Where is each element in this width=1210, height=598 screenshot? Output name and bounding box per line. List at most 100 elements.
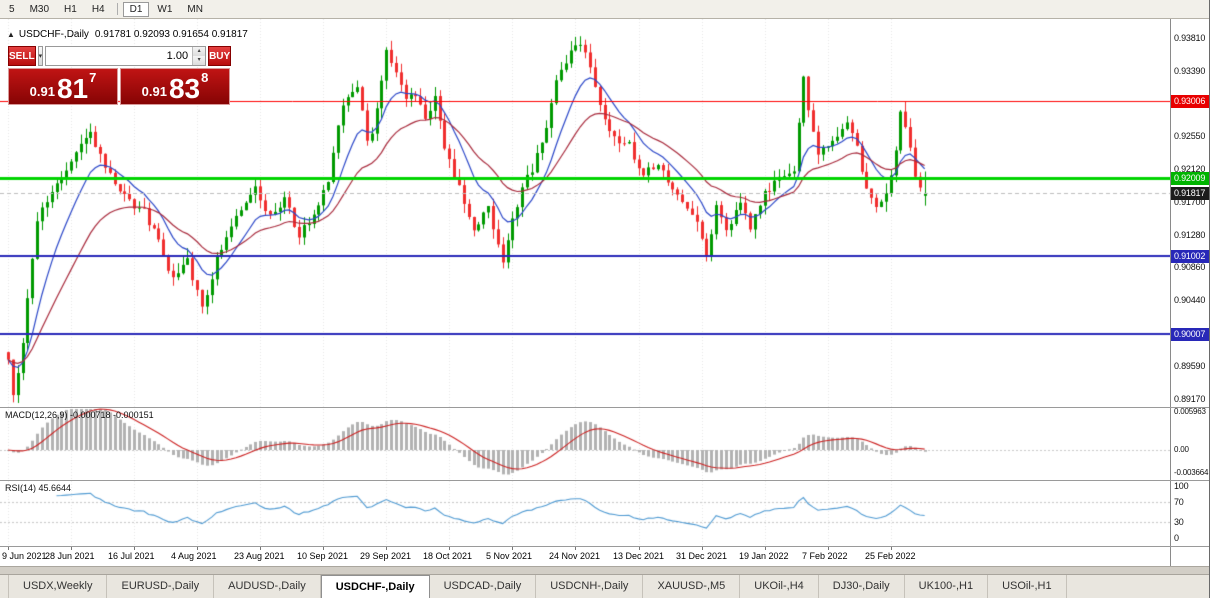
sell-button[interactable]: SELL [8,46,36,66]
axis-label: 0 [1174,533,1179,543]
horizontal-scrollbar[interactable] [0,566,1209,574]
chart-tab[interactable]: USDCAD-,Daily [430,575,537,598]
date-tick [197,546,198,550]
axis-label: 0.00 [1174,445,1189,454]
date-tick [323,546,324,550]
chart-symbol-label: USDCHF-,Daily [18,29,89,40]
axis-label: 0.89170 [1174,393,1206,404]
date-label: 4 Aug 2021 [171,551,217,561]
axis-label: 0.93390 [1174,65,1206,76]
axis-label: 0.91280 [1174,229,1206,240]
date-tick [449,546,450,550]
date-tick [134,546,135,550]
collapse-arrow-icon[interactable]: ▲ [7,30,15,39]
timeframe-button-mn[interactable]: MN [180,2,210,17]
axis-label: 100 [1174,481,1189,491]
buy-price-pip: 8 [201,70,209,85]
axis-label: 0.91700 [1174,197,1206,208]
date-tick [512,546,513,550]
volume-increment-button[interactable]: ▴ [193,47,206,56]
toolbar-separator [116,3,118,15]
volume-decrement-button[interactable]: ▾ [193,56,206,65]
price-quote-row: 0.91 81 7 0.91 83 8 [8,68,230,105]
volume-field-wrap: ▴ ▾ [45,46,207,66]
date-label: 10 Sep 2021 [297,551,349,561]
axis-label: 0.90440 [1174,295,1206,306]
chart-tab[interactable]: USOil-,H1 [988,575,1067,598]
chevron-down-icon: ▾ [38,53,43,60]
timeframe-toolbar: 5 M30 H1 H4 D1 W1 MN [0,0,1209,19]
price-level-tag: 0.91817 [1171,186,1209,200]
chart-tab[interactable]: DJ30-,Daily [819,575,905,598]
date-axis[interactable]: 9 Jun 2021 28 Jun 2021 16 Jul 2021 4 Aug 20… [0,546,1170,566]
chart-tab[interactable]: USDCHF-,Daily [320,575,430,598]
chart-window: ▲ USDCHF-,Daily 0.91781 0.92093 0.91654 0.… [0,19,1209,566]
date-tick [702,546,703,550]
date-tick [386,546,387,550]
volume-input[interactable] [46,47,193,65]
date-label: 23 Aug 2021 [234,551,285,561]
chart-title: ▲ USDCHF-,Daily 0.91781 0.92093 0.91654 0.… [7,29,248,40]
date-tick [8,546,9,550]
one-click-trading-panel: SELL ▾ ▴ ▾ BUY 0.91 81 7 0.9 [8,46,232,105]
timeframe-button-w1[interactable]: W1 [150,2,179,17]
date-label: 28 Jun 2021 [45,551,95,561]
date-tick [575,546,576,550]
date-label: 31 Dec 2021 [676,551,728,561]
chart-tab[interactable]: XAUUSD-,M5 [643,575,741,598]
date-label: 19 Jan 2022 [739,551,789,561]
timeframe-button-h1[interactable]: H1 [57,2,84,17]
price-level-tag: 0.90007 [1171,327,1209,341]
volume-spinner: ▴ ▾ [192,47,206,65]
sell-price-pip: 7 [89,70,97,85]
sell-price-prefix: 0.91 [29,84,55,99]
axis-label: 0.90860 [1174,262,1206,273]
panel-separator[interactable] [0,480,1209,481]
axis-label: 0.93810 [1174,32,1206,43]
chart-tab[interactable]: AUDUSD-,Daily [214,575,321,598]
rsi-indicator-label: RSI(14) 45.6644 [5,483,72,493]
axis-label: 0.89590 [1174,361,1206,372]
timeframe-button-5[interactable]: 5 [2,2,22,17]
axis-label: 30 [1174,517,1184,528]
chart-tab[interactable]: EURUSD-,Daily [107,575,215,598]
date-tick [828,546,829,550]
date-tick [891,546,892,550]
chart-tab[interactable]: USDX,Weekly [8,575,108,598]
chart-tab-bar: USDX,Weekly EURUSD-,Daily AUDUSD-,Daily USD… [0,574,1209,598]
chart-tab[interactable]: UKOil-,H4 [740,575,819,598]
volume-dropdown-button[interactable]: ▾ [37,46,44,66]
sell-price-display[interactable]: 0.91 81 7 [8,68,118,105]
axis-label: 0.92550 [1174,130,1206,141]
date-label: 13 Dec 2021 [613,551,665,561]
date-tick [71,546,72,550]
macd-indicator-label: MACD(12,26,9) -0.000718 -0.000151 [5,410,154,420]
chart-canvas[interactable] [0,19,1170,566]
timeframe-button-h4[interactable]: H4 [85,2,112,17]
timeframe-button-m30[interactable]: M30 [23,2,56,17]
buy-price-display[interactable]: 0.91 83 8 [120,68,230,105]
date-label: 25 Feb 2022 [865,551,916,561]
date-tick [765,546,766,550]
date-tick [639,546,640,550]
buy-price-big: 83 [168,73,201,105]
buy-button[interactable]: BUY [208,46,232,66]
price-level-tag: 0.92009 [1171,172,1209,186]
price-axis[interactable]: 0.93810 0.93390 0.92550 0.92120 0.91700 0.912… [1170,19,1209,566]
date-label: 29 Sep 2021 [360,551,412,561]
price-level-tag: 0.93006 [1171,94,1209,108]
date-label: 9 Jun 2021 [2,551,47,561]
timeframe-button-d1[interactable]: D1 [122,1,150,17]
chart-tab[interactable]: UK100-,H1 [905,575,989,598]
panel-separator[interactable] [0,407,1209,408]
axis-label: 70 [1174,496,1184,507]
date-label: 16 Jul 2021 [108,551,155,561]
buy-price-prefix: 0.91 [141,84,167,99]
trade-controls-row: SELL ▾ ▴ ▾ BUY [8,46,232,66]
chart-tab[interactable]: USDCNH-,Daily [536,575,644,598]
date-label: 5 Nov 2021 [486,551,533,561]
chart-ohlc-values: 0.91781 0.92093 0.91654 0.91817 [94,29,248,40]
panel-separator [0,546,1209,547]
axis-label: -0.003664 [1174,468,1209,478]
